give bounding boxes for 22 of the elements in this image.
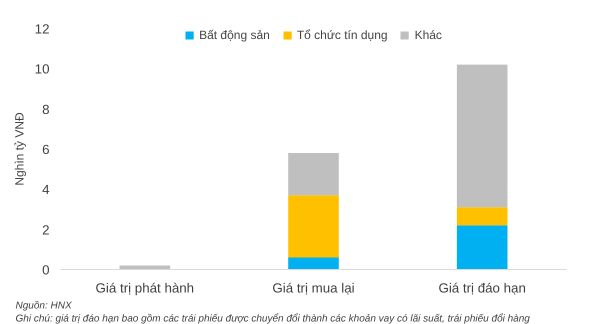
bar [456,207,508,226]
y-tick-label: 0 [42,262,50,278]
legend-label: Khác [414,28,442,42]
legend-label: Bất động sản [199,28,270,42]
y-tick-label: 10 [34,62,50,77]
text: Ghi chú: giá trị đáo hạn bao gồm các trái phiếu được chuyển đổi thành các khoản vay có lãi suất, trái phiếu đổi hàng [16,312,530,324]
bar [456,225,508,270]
legend-label: Tổ chức tín dụng [296,28,388,42]
x-tick-label: Giá trị đáo hạn [438,280,526,296]
x-tick-label: Giá trị phát hành [96,280,194,296]
bar [288,153,339,196]
bar [288,195,339,258]
y-tick-label: 6 [42,142,50,157]
bar [288,257,339,270]
y-axis-title: Nghìn tỷ VNĐ [12,112,27,186]
x-tick-label: Giá trị mua lại [272,280,355,296]
y-tick-label: 8 [42,102,50,117]
y-tick-label: 12 [34,22,50,36]
y-tick-label: 2 [42,222,50,238]
y-tick-label: 4 [42,182,50,198]
bar [456,64,508,208]
text: Nguồn: HNX [16,300,72,312]
